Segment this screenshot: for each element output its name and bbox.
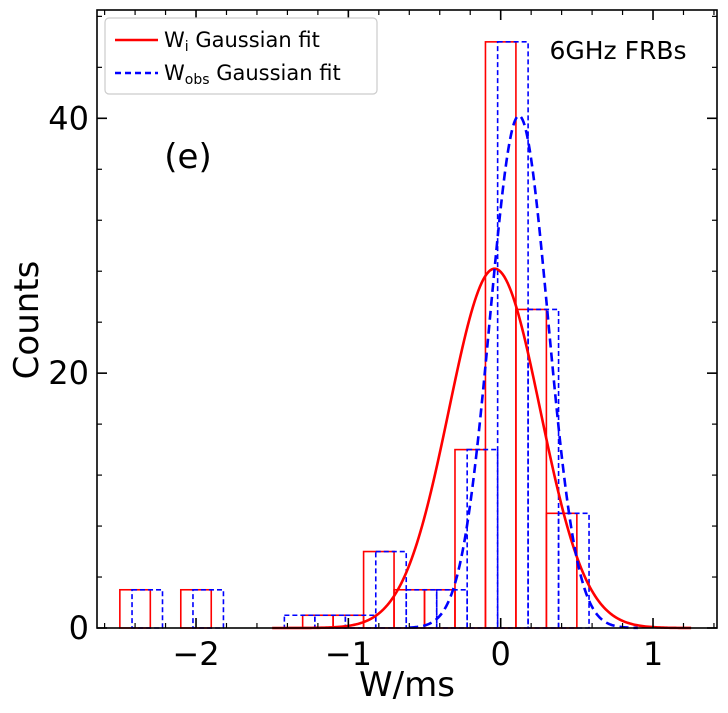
y-tick-label: 20 — [48, 354, 89, 392]
histogram-bar — [192, 588, 225, 629]
histogram-wi — [119, 41, 578, 629]
y-tick-label: 0 — [69, 609, 89, 647]
legend-frame — [104, 17, 378, 95]
histogram-bar — [131, 588, 164, 629]
panel-label: (e) — [164, 137, 211, 177]
gaussian-fit-wobs-line — [409, 114, 638, 630]
histogram-bar — [362, 550, 395, 629]
legend-entry-wi: Wi Gaussian fit — [164, 28, 320, 55]
dataset-label: 6GHz FRBs — [549, 36, 686, 65]
legend: Wi Gaussian fit Wobs Gaussian fit — [104, 17, 378, 95]
histogram-bar — [283, 614, 316, 629]
plot-frame — [96, 9, 718, 629]
histogram-wobs — [131, 41, 590, 629]
histogram-bar — [557, 512, 590, 629]
y-tick-label: 40 — [48, 99, 89, 137]
histogram-bar — [545, 512, 578, 629]
x-axis-title: W/ms — [359, 665, 455, 705]
histogram-bar — [466, 448, 499, 629]
histogram-bar — [454, 448, 487, 629]
x-tick-label: 1 — [643, 635, 663, 673]
histogram-bar — [484, 41, 517, 629]
histogram-bar — [405, 588, 438, 629]
x-tick-label: −2 — [172, 635, 219, 673]
x-tick-label: 0 — [491, 635, 511, 673]
y-axis-title: Counts — [7, 261, 47, 380]
histogram-bar — [515, 308, 548, 629]
histogram-bar — [393, 588, 426, 629]
histogram-bar — [119, 588, 152, 629]
legend-entry-wobs: Wobs Gaussian fit — [164, 61, 341, 88]
series-layer — [119, 41, 692, 630]
x-tick-label: −1 — [325, 635, 372, 673]
gaussian-fit-wi-line — [272, 267, 692, 630]
